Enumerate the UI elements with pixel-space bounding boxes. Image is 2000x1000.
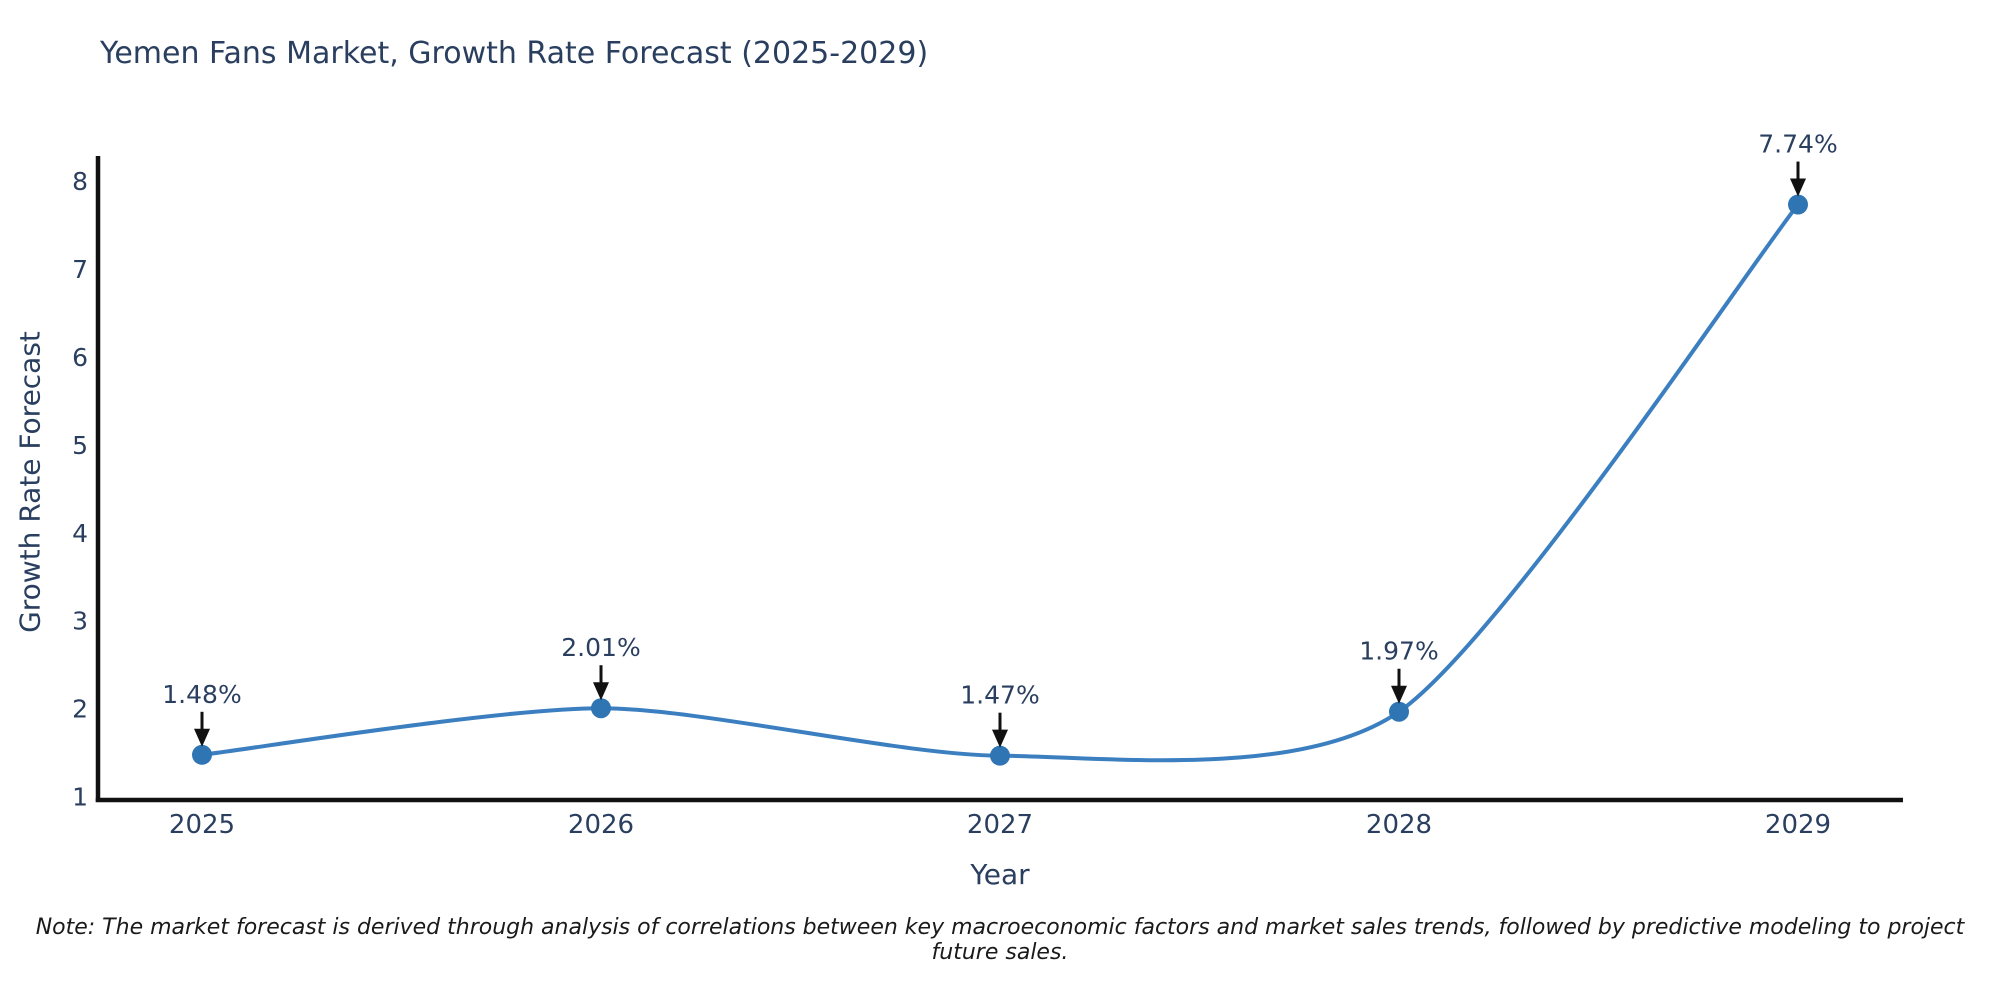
x-tick-label: 2028 <box>1366 810 1432 840</box>
y-tick-label: 8 <box>72 167 88 196</box>
annotation-arrow-head <box>1391 685 1407 704</box>
point-label-2026: 2.01% <box>561 633 640 662</box>
x-tick-label: 2027 <box>967 810 1033 840</box>
chart-title: Yemen Fans Market, Growth Rate Forecast … <box>100 36 929 71</box>
x-axis-title: Year <box>970 858 1030 891</box>
data-point-2029 <box>1788 194 1808 215</box>
data-point-2027 <box>990 745 1010 766</box>
y-axis-title: Growth Rate Forecast <box>13 331 47 633</box>
y-tick-label: 7 <box>72 255 88 284</box>
y-tick-label: 4 <box>72 519 88 548</box>
point-label-2025: 1.48% <box>162 680 241 709</box>
data-point-2026 <box>591 698 611 719</box>
data-point-2025 <box>192 744 212 765</box>
footnote: Note: The market forecast is derived thr… <box>35 915 1965 965</box>
growth-rate-series <box>192 194 1808 766</box>
axis-spines <box>95 156 1903 803</box>
point-annotations: 1.48% 2.01% 1.47% 1.97% 7.74% <box>162 130 1838 748</box>
data-point-2028 <box>1389 701 1409 722</box>
y-tick-label: 1 <box>72 783 88 812</box>
x-axis-tick-labels: 2025 2026 2027 2028 2029 <box>169 810 1831 840</box>
growth-rate-line <box>200 202 1800 763</box>
y-tick-label: 5 <box>72 431 88 460</box>
annotation-arrow-head <box>1790 178 1806 197</box>
y-axis-tick-labels: 1 2 3 4 5 6 7 8 <box>72 167 88 811</box>
annotation-arrow-head <box>593 682 609 701</box>
annotation-arrow-head <box>194 728 210 747</box>
x-tick-label: 2025 <box>169 810 235 840</box>
point-label-2028: 1.97% <box>1359 637 1438 666</box>
point-label-2029: 7.74% <box>1758 130 1837 159</box>
x-tick-label: 2026 <box>568 810 634 840</box>
annotation-arrow-head <box>992 729 1008 748</box>
y-tick-label: 3 <box>72 607 88 636</box>
x-tick-label: 2029 <box>1765 810 1831 840</box>
y-tick-label: 6 <box>72 343 88 372</box>
point-label-2027: 1.47% <box>960 681 1039 710</box>
y-tick-label: 2 <box>72 695 88 724</box>
